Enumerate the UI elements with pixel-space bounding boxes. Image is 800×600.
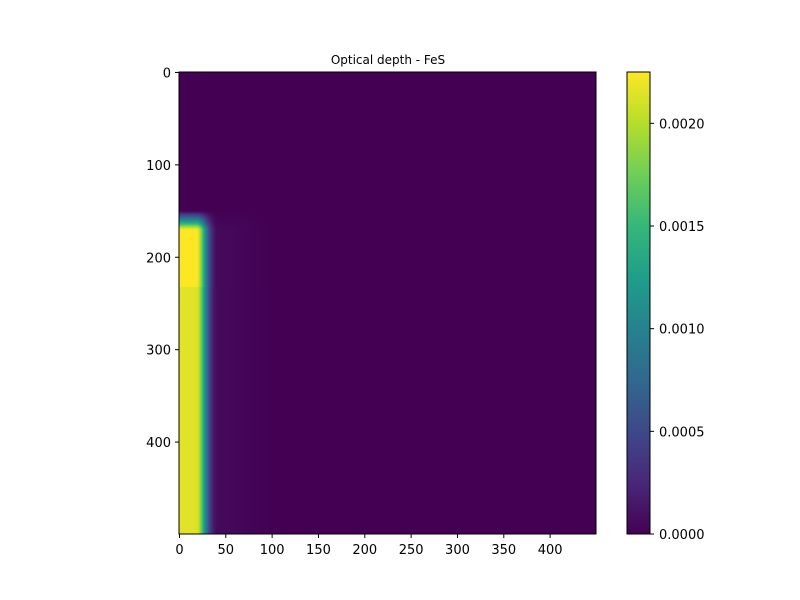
colorbar-tick-label: 0.0020: [659, 117, 705, 132]
colorbar-tick-label: 0.0015: [659, 220, 705, 235]
x-tick-label: 0: [175, 543, 183, 558]
y-axis: 0 100 200 300 400: [146, 66, 179, 451]
colorbar-tick-label: 0.0005: [659, 425, 705, 440]
x-tick-label: 50: [218, 543, 235, 558]
x-tick-label: 350: [491, 543, 516, 558]
plot-frame: [178, 71, 597, 535]
y-tick-label: 400: [146, 436, 171, 451]
plot-area: [179, 72, 596, 534]
x-tick-label: 300: [445, 543, 470, 558]
chart-title: Optical depth - FeS: [331, 53, 445, 67]
colorbar-tick-label: 0.0000: [659, 528, 705, 543]
colorbar-tick-label: 0.0010: [659, 323, 705, 338]
x-tick-label: 200: [352, 543, 377, 558]
x-axis: 0 50 100 150 200 250 300 350 400: [175, 534, 563, 558]
y-tick-label: 100: [146, 159, 171, 174]
x-tick-label: 400: [538, 543, 563, 558]
x-tick-label: 100: [260, 543, 285, 558]
y-tick-label: 0: [163, 66, 171, 81]
y-tick-label: 200: [146, 251, 171, 266]
x-tick-label: 250: [399, 543, 424, 558]
y-tick-label: 300: [146, 344, 171, 359]
heatmap-image: [179, 72, 596, 534]
colorbar: [626, 71, 651, 535]
colorbar-axis: 0.0000 0.0005 0.0010 0.0015 0.0020: [650, 117, 705, 543]
x-tick-label: 150: [306, 543, 331, 558]
colorbar-gradient: [626, 71, 651, 535]
